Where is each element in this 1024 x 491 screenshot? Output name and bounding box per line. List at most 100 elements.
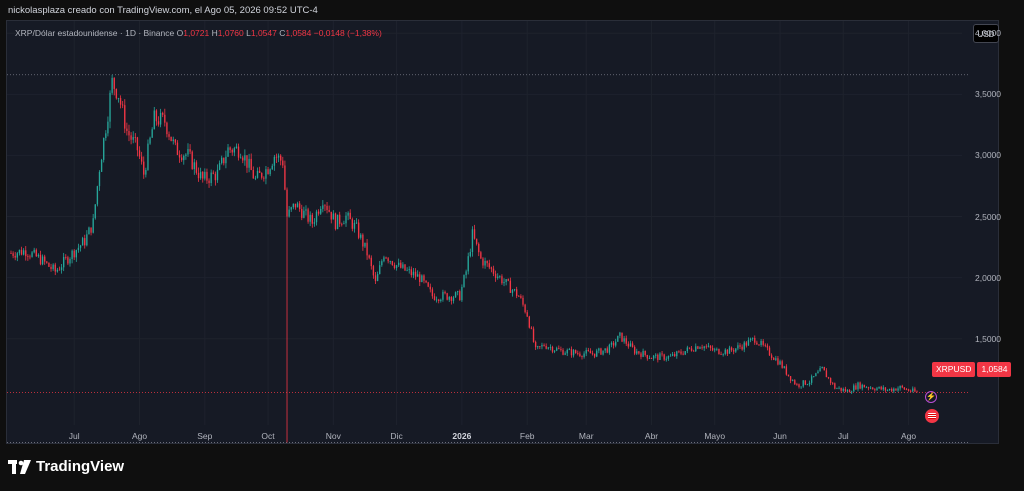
- legend-symbol: XRP/Dólar estadounidense · 1D · Binance: [15, 28, 175, 38]
- candle-body: [159, 112, 162, 125]
- candle-body: [92, 218, 94, 233]
- candle-body: [170, 136, 172, 141]
- x-tick-label: Jun: [773, 431, 787, 441]
- candle-body: [444, 291, 446, 294]
- candle-body: [370, 257, 372, 267]
- candle-body: [865, 387, 868, 389]
- candle-body: [644, 350, 646, 355]
- candle-body: [838, 387, 840, 389]
- bolt-icon[interactable]: ⚡: [925, 391, 937, 403]
- candle-body: [842, 388, 844, 391]
- candle-body: [697, 346, 699, 349]
- candle-body: [798, 384, 800, 387]
- candle-body: [583, 353, 585, 357]
- candle-body: [577, 353, 579, 354]
- candle-body: [105, 133, 107, 139]
- candle-body: [419, 274, 421, 283]
- x-tick-label: Abr: [644, 431, 659, 441]
- x-tick-label: Nov: [325, 431, 341, 441]
- candle-body: [286, 189, 288, 217]
- candle-body: [256, 170, 259, 178]
- candle-body: [433, 296, 436, 301]
- candle-body: [850, 391, 853, 393]
- candle-body: [62, 256, 65, 268]
- candle-body: [174, 139, 177, 143]
- candle-body: [442, 291, 444, 300]
- candle-body: [296, 203, 299, 208]
- candle-body: [178, 154, 181, 158]
- candle-body: [709, 345, 712, 349]
- candlestick-chart[interactable]: [7, 21, 1000, 445]
- candle-body: [357, 222, 360, 238]
- legend-low-label: L: [246, 28, 251, 38]
- candle-body: [914, 388, 916, 392]
- candle-body: [237, 146, 240, 158]
- candle-body: [579, 353, 581, 357]
- candle-body: [438, 299, 440, 301]
- x-tick-label: Sep: [197, 431, 213, 441]
- candle-body: [665, 358, 667, 360]
- candle-body: [501, 276, 503, 284]
- candle-body: [96, 186, 99, 205]
- candle-body: [636, 351, 638, 354]
- candle-body: [661, 353, 663, 355]
- candle-body: [621, 332, 623, 342]
- candle-body: [50, 266, 52, 269]
- candle-body: [20, 249, 23, 255]
- candle-body: [280, 155, 282, 161]
- candle-body: [899, 385, 901, 389]
- candle-body: [151, 129, 153, 138]
- candle-body: [191, 151, 193, 170]
- candle-body: [155, 110, 158, 122]
- candle-body: [674, 354, 676, 357]
- candle-body: [239, 157, 242, 159]
- candle-body: [684, 351, 686, 355]
- candle-body: [31, 252, 33, 257]
- candle-body: [515, 289, 518, 297]
- candle-body: [227, 147, 229, 157]
- top-bar: nickolasplaza creado con TradingView.com…: [0, 0, 1024, 20]
- candle-body: [307, 209, 309, 222]
- candle-body: [115, 88, 118, 99]
- x-tick-label: Mayo: [704, 431, 726, 441]
- candle-body: [461, 286, 463, 301]
- candle-body: [553, 350, 556, 352]
- legend-high-value: 1,0760: [217, 28, 244, 38]
- candle-body: [471, 229, 474, 253]
- candle-body: [825, 370, 828, 378]
- candle-body: [819, 368, 821, 372]
- candle-body: [499, 276, 501, 278]
- candle-body: [406, 269, 408, 271]
- chart-panel[interactable]: XRP/Dólar estadounidense · 1D · Binance …: [6, 20, 1012, 445]
- candle-body: [773, 357, 775, 360]
- x-tick-label: 2026: [452, 431, 472, 441]
- candle-body: [172, 139, 174, 141]
- currency-button[interactable]: USD: [973, 24, 999, 43]
- candle-body: [802, 380, 804, 387]
- candle-body: [728, 347, 731, 354]
- candle-body: [81, 238, 84, 246]
- candle-body: [25, 250, 27, 257]
- candle-body: [897, 388, 899, 391]
- candle-body: [427, 282, 429, 287]
- candle-body: [625, 338, 627, 344]
- price-tag-value: 1,0584: [977, 362, 1012, 377]
- us-flag-icon[interactable]: [925, 409, 939, 423]
- candle-body: [362, 234, 364, 247]
- candle-body: [619, 332, 621, 336]
- candle-body: [421, 275, 423, 283]
- candle-body: [130, 135, 132, 140]
- candle-body: [867, 387, 870, 389]
- candle-body: [277, 155, 280, 158]
- candle-body: [176, 142, 179, 155]
- candle-body: [60, 267, 63, 270]
- candle-body: [330, 211, 332, 220]
- candle-body: [503, 281, 505, 284]
- candle-body: [452, 297, 455, 301]
- candle-body: [617, 335, 619, 342]
- candle-body: [764, 344, 766, 346]
- candle-body: [602, 350, 604, 355]
- y-tick-label: 4,0000: [975, 28, 1001, 39]
- candle-body: [355, 222, 358, 224]
- candle-body: [84, 238, 86, 246]
